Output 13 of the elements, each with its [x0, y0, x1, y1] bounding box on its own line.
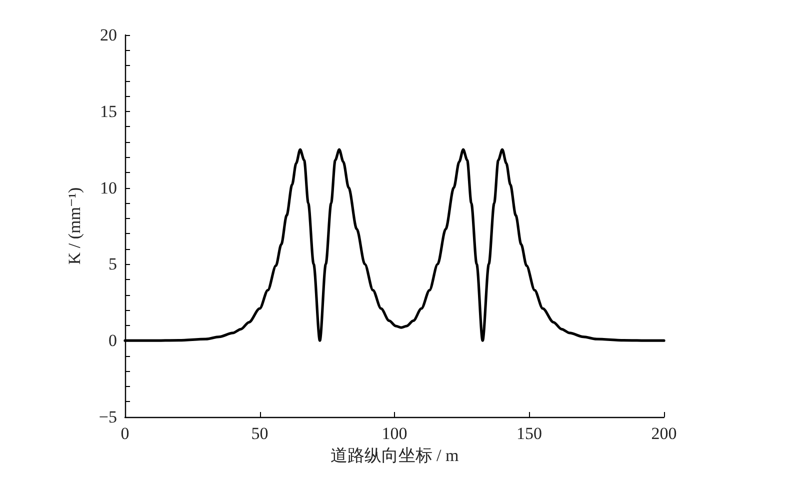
- x-axis-title: 道路纵向坐标 / m: [330, 446, 459, 465]
- y-tick-label: −5: [98, 408, 117, 426]
- y-axis-title: K / (mm⁻¹): [65, 187, 84, 265]
- x-tick-label: 200: [651, 424, 677, 443]
- y-tick-label: 5: [108, 254, 117, 274]
- x-tick-label: 150: [516, 424, 542, 443]
- x-tick-label: 50: [251, 424, 268, 443]
- y-tick-label: 0: [108, 331, 117, 350]
- y-tick-label: 10: [100, 178, 117, 198]
- y-tick-label: 20: [100, 26, 117, 44]
- x-tick-label: 100: [382, 424, 408, 443]
- x-tick-label: 0: [120, 424, 130, 443]
- y-tick-label: 15: [100, 102, 117, 121]
